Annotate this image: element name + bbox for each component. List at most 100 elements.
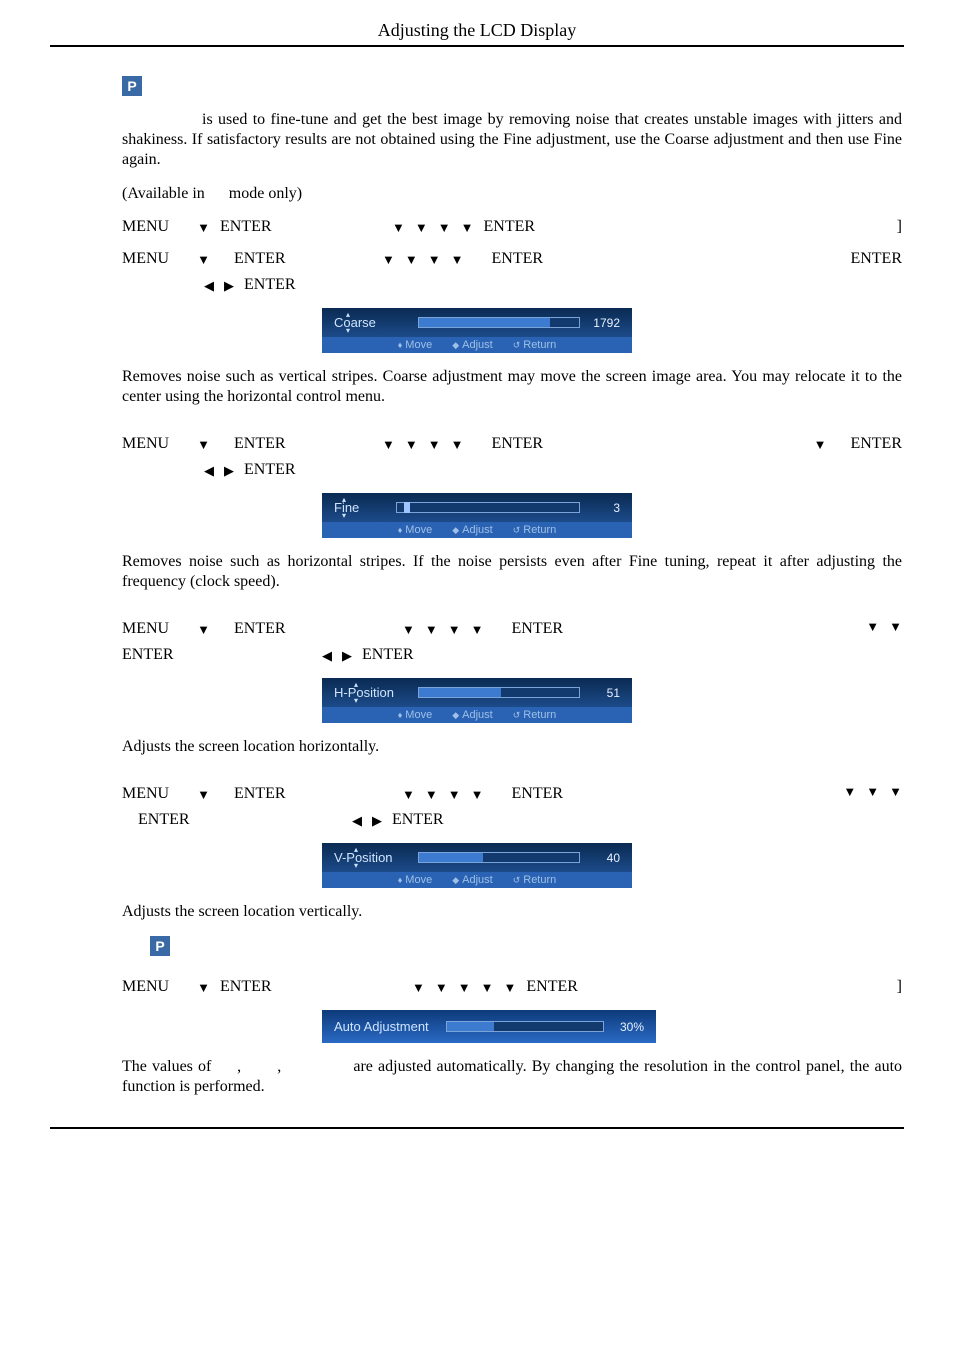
menu-label: MENU	[122, 785, 169, 803]
down-icon: ▼	[428, 253, 441, 266]
right-icon: ▶	[342, 649, 352, 662]
down-icon: ▼	[197, 623, 210, 636]
osd-vpos-label: ▴ V-Position ▾	[334, 850, 406, 865]
down-icon: ▼	[814, 438, 827, 451]
down-icon: ▼	[451, 253, 464, 266]
down-icon: ▼	[412, 981, 425, 994]
p-icon: P	[150, 936, 170, 956]
osd-footer: ♦Move ◆Adjust ↺Return	[322, 337, 632, 353]
osd-vpos-fill	[419, 853, 483, 862]
right-icon: ▶	[224, 279, 234, 292]
down-icon: ▼	[425, 788, 438, 801]
down-icon: ▼	[461, 221, 474, 234]
enter-label: ENTER	[850, 250, 902, 268]
osd-fine-fill	[404, 502, 410, 513]
osd-vpos-bar	[418, 852, 580, 863]
seq-hpos: MENU ▼ ENTER ENTER ▼ ▼ ▼ ▼ ENTER ◀ ▶ENTE…	[122, 620, 902, 664]
seq-auto: MENU ▼ENTER ▼ ▼ ▼ ▼ ▼ENTER ]	[122, 978, 902, 996]
menu-label: MENU	[122, 218, 169, 236]
down-icon: ▼	[402, 623, 415, 636]
enter-label: ENTER	[392, 811, 444, 829]
left-icon: ◀	[322, 649, 332, 662]
enter-label: ENTER	[138, 811, 190, 829]
down-icon: ▼	[405, 253, 418, 266]
seq-coarse: MENU ▼ ENTER ◀ ▶ENTER ▼ ▼ ▼ ▼ ENTER EN	[122, 250, 902, 294]
osd-vpos-value: 40	[590, 851, 620, 865]
osd-hpos: ▴ H-Position ▾ 51 ♦Move ◆Adjust ↺Return	[322, 678, 632, 723]
osd-hpos-bar	[418, 687, 580, 698]
seq-fine: MENU ▼ ENTER ◀ ▶ENTER ▼ ▼ ▼ ▼ ENTER ▼	[122, 435, 902, 479]
down-icon: ▼	[392, 221, 405, 234]
menu-label: MENU	[122, 250, 169, 268]
down-icon: ▼	[843, 785, 856, 798]
vpos-desc: Adjusts the screen location vertically.	[122, 902, 902, 922]
down-icon: ▼	[504, 981, 517, 994]
down-icon: ▼	[866, 620, 879, 633]
enter-label: ENTER	[850, 435, 902, 453]
footer-rule	[50, 1127, 904, 1129]
fine-desc: Removes noise such as horizontal stripes…	[122, 552, 902, 592]
down-icon: ▼	[197, 788, 210, 801]
enter-label: ENTER	[512, 785, 564, 803]
enter-label: ENTER	[244, 276, 296, 294]
menu-label: MENU	[122, 435, 169, 453]
down-icon: ▼	[382, 253, 395, 266]
left-icon: ◀	[352, 814, 362, 827]
osd-hpos-value: 51	[590, 686, 620, 700]
osd-auto: Auto Adjustment 30%	[322, 1010, 656, 1043]
osd-auto-bar	[446, 1021, 604, 1032]
osd-coarse-value: 1792	[590, 316, 620, 330]
auto-desc: The values of , , are adjusted automatic…	[122, 1057, 902, 1097]
right-icon: ▶	[224, 464, 234, 477]
enter-label: ENTER	[512, 620, 564, 638]
down-icon: ▼	[415, 221, 428, 234]
down-icon: ▼	[402, 788, 415, 801]
enter-label: ENTER	[484, 218, 536, 236]
coarse-desc: Removes noise such as vertical stripes. …	[122, 367, 902, 407]
down-icon: ▼	[481, 981, 494, 994]
left-icon: ◀	[204, 279, 214, 292]
osd-coarse-label: ▴ Coarse ▾	[334, 315, 406, 330]
down-icon: ▼	[451, 438, 464, 451]
osd-fine-label: ▴ Fine ▾	[334, 500, 384, 515]
down-icon: ▼	[448, 788, 461, 801]
enter-label: ENTER	[122, 646, 174, 664]
enter-label: ENTER	[362, 646, 414, 664]
osd-fine-value: 3	[590, 501, 620, 515]
header-rule	[50, 45, 904, 47]
bracket: ]	[897, 218, 902, 236]
down-icon: ▼	[197, 981, 210, 994]
osd-fine-bar	[396, 502, 580, 513]
osd-auto-label: Auto Adjustment	[334, 1019, 434, 1034]
down-icon: ▼	[438, 221, 451, 234]
down-icon: ▼	[889, 620, 902, 633]
menu-label: MENU	[122, 620, 169, 638]
down-icon: ▼	[889, 785, 902, 798]
enter-label: ENTER	[220, 978, 272, 996]
osd-hpos-fill	[419, 688, 501, 697]
right-icon: ▶	[372, 814, 382, 827]
down-icon: ▼	[382, 438, 395, 451]
down-icon: ▼	[197, 221, 210, 234]
enter-label: ENTER	[526, 978, 578, 996]
down-icon: ▼	[428, 438, 441, 451]
menu-label: MENU	[122, 978, 169, 996]
osd-coarse-fill	[419, 318, 550, 327]
left-icon: ◀	[204, 464, 214, 477]
down-icon: ▼	[866, 785, 879, 798]
down-icon: ▼	[197, 253, 210, 266]
down-icon: ▼	[405, 438, 418, 451]
seq-1: MENU ▼ ENTER ▼ ▼ ▼ ▼ ENTER ]	[122, 218, 902, 236]
osd-coarse-bar	[418, 317, 580, 328]
seq-vpos: MENU ▼ ENTER ENTER ▼ ▼ ▼ ▼ ENTER ◀	[122, 785, 902, 829]
osd-coarse: ▴ Coarse ▾ 1792 ♦Move ◆Adjust ↺Return	[322, 308, 632, 353]
enter-label: ENTER	[220, 218, 272, 236]
osd-footer: ♦Move ◆Adjust ↺Return	[322, 707, 632, 723]
down-icon: ▼	[471, 623, 484, 636]
osd-vpos: ▴ V-Position ▾ 40 ♦Move ◆Adjust ↺Return	[322, 843, 632, 888]
enter-label: ENTER	[492, 250, 544, 268]
enter-label: ENTER	[492, 435, 544, 453]
page-header-title: Adjusting the LCD Display	[378, 20, 577, 40]
down-icon: ▼	[458, 981, 471, 994]
down-icon: ▼	[435, 981, 448, 994]
